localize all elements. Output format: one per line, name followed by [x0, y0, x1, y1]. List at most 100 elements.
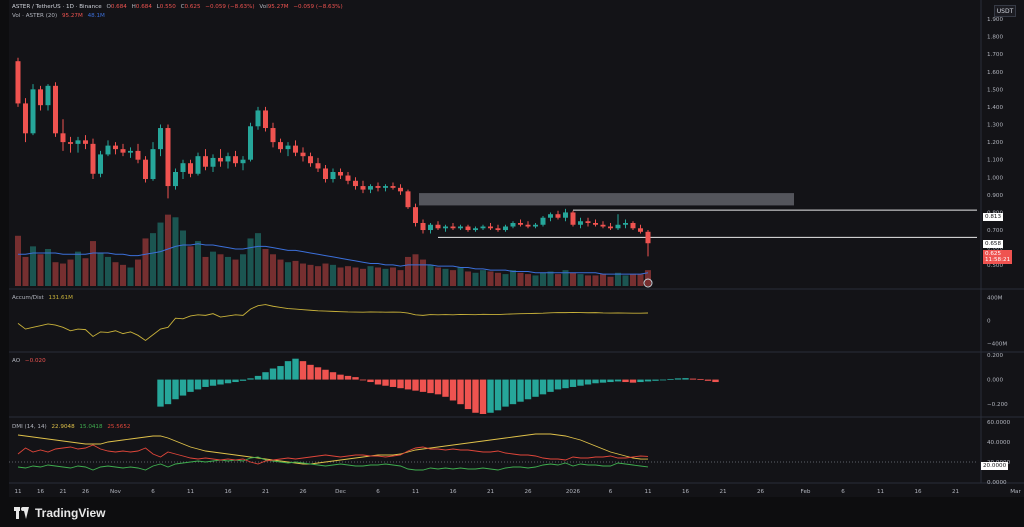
candle-body [623, 223, 628, 225]
ao-bar [569, 379, 577, 387]
alert-marker-icon [643, 278, 653, 288]
candle-body [60, 133, 66, 143]
candle-body [105, 145, 111, 155]
candle-body [113, 145, 118, 150]
candle-body [338, 172, 343, 176]
volume-legend: Vol · ASTER (20) 95.27M 48.1M [12, 13, 108, 20]
ao-bar [434, 379, 442, 395]
ao-bar [179, 379, 187, 396]
ao-bar [337, 374, 344, 380]
time-tick-label: 11 [187, 489, 195, 495]
volume-bar [360, 268, 366, 286]
time-tick-label: 26 [299, 489, 307, 495]
ao-bar [269, 368, 277, 380]
ohlc-close-value: 0.625 [184, 4, 201, 10]
volume-bar [105, 256, 111, 286]
dmi-adx-value: 22.9048 [51, 424, 75, 430]
ao-bar [344, 375, 352, 380]
volume-bar [375, 267, 381, 286]
ad-value: 131.61M [48, 295, 73, 301]
volume-bar [397, 270, 404, 286]
ao-bar [637, 379, 644, 383]
candle-body [428, 224, 433, 231]
time-tick-label: 16 [224, 489, 232, 495]
candle-body [218, 157, 223, 162]
candle-body [240, 159, 246, 164]
ao-bar [404, 379, 412, 390]
price-tick-label: 0.500 [987, 263, 1003, 269]
footer: TradingView [0, 497, 1024, 527]
time-tick-label: 6 [841, 489, 845, 495]
volume-bar [285, 262, 291, 286]
candle-body [225, 156, 231, 162]
ao-bar [659, 379, 667, 381]
volume-bar [555, 274, 561, 286]
ao-bar [442, 379, 449, 397]
time-tick-label: 16 [914, 489, 922, 495]
ohlc-open-value: 0.684 [110, 4, 127, 10]
volume-bar [247, 238, 254, 286]
candle-body [270, 128, 276, 143]
ao-bar [584, 379, 592, 385]
ao-bar [172, 379, 179, 400]
volume-bar [60, 263, 66, 286]
volume-bar [315, 266, 321, 286]
ao-bar [667, 378, 674, 380]
volume-bar [270, 254, 276, 286]
candle-body [15, 61, 21, 104]
volume-bar [585, 275, 591, 286]
candle-body [285, 145, 291, 150]
candle-body [360, 186, 366, 190]
price-tick-label: 1.000 [987, 175, 1003, 181]
candle-body [158, 128, 163, 150]
time-tick-label: 26 [524, 489, 532, 495]
time-tick-label: 6 [151, 489, 155, 495]
candle-body [563, 212, 568, 218]
volume-bar [45, 249, 51, 286]
candle-body [98, 154, 103, 174]
price-tick-label: 1.700 [987, 52, 1003, 58]
candle-body [593, 223, 598, 225]
ad-tick-label: −400M [987, 341, 1007, 347]
chart-canvas[interactable]: 1.900 1.800 1.700 1.600 1.500 1.400 1.300 1.200… [9, 0, 1024, 497]
time-tick-label: 21 [952, 489, 960, 495]
time-tick-label: 16 [449, 489, 457, 495]
volume-bar [570, 272, 576, 286]
ao-bar [277, 366, 284, 380]
candle-body [45, 85, 51, 106]
volume-bar [225, 256, 231, 286]
currency-unit-button[interactable]: USDT [994, 5, 1016, 17]
vol-label: Vol [259, 4, 268, 10]
volume-bar [195, 241, 201, 286]
volume-bar [345, 266, 351, 286]
time-tick-label: 16 [37, 489, 45, 495]
candle-body [38, 89, 43, 106]
dmi-reference-tag: 20.0000 [981, 462, 1009, 471]
candle-body [615, 224, 621, 229]
price-tick-label: 0.900 [987, 193, 1003, 199]
candle-body [323, 168, 328, 180]
volume-bar [390, 267, 396, 286]
candle-body [570, 212, 576, 225]
ao-bar [599, 379, 607, 383]
tradingview-logo[interactable]: TradingView [14, 506, 105, 520]
ohlc-low-value: 0.550 [159, 4, 176, 10]
candle-body [375, 186, 381, 188]
price-tick-label: 1.500 [987, 87, 1003, 93]
ao-bar [419, 379, 427, 392]
ao-tick-label: −0.200 [987, 402, 1008, 408]
chart-area[interactable]: 1.900 1.800 1.700 1.600 1.500 1.400 1.300 1.200… [9, 0, 1024, 497]
candle-body [300, 152, 306, 157]
volume-bar [592, 275, 599, 286]
volume-bar [435, 267, 441, 286]
ao-bar [314, 367, 322, 380]
ao-bar [307, 364, 314, 380]
dmi-plus-value: 15.0418 [79, 424, 103, 430]
volume-bar [22, 256, 29, 286]
ao-bar [457, 379, 464, 405]
dmi-minus-value: 25.5652 [107, 424, 131, 430]
ao-bar [194, 379, 202, 390]
candle-body [120, 149, 126, 153]
candle-body [518, 223, 523, 225]
time-tick-label: 6 [609, 489, 613, 495]
